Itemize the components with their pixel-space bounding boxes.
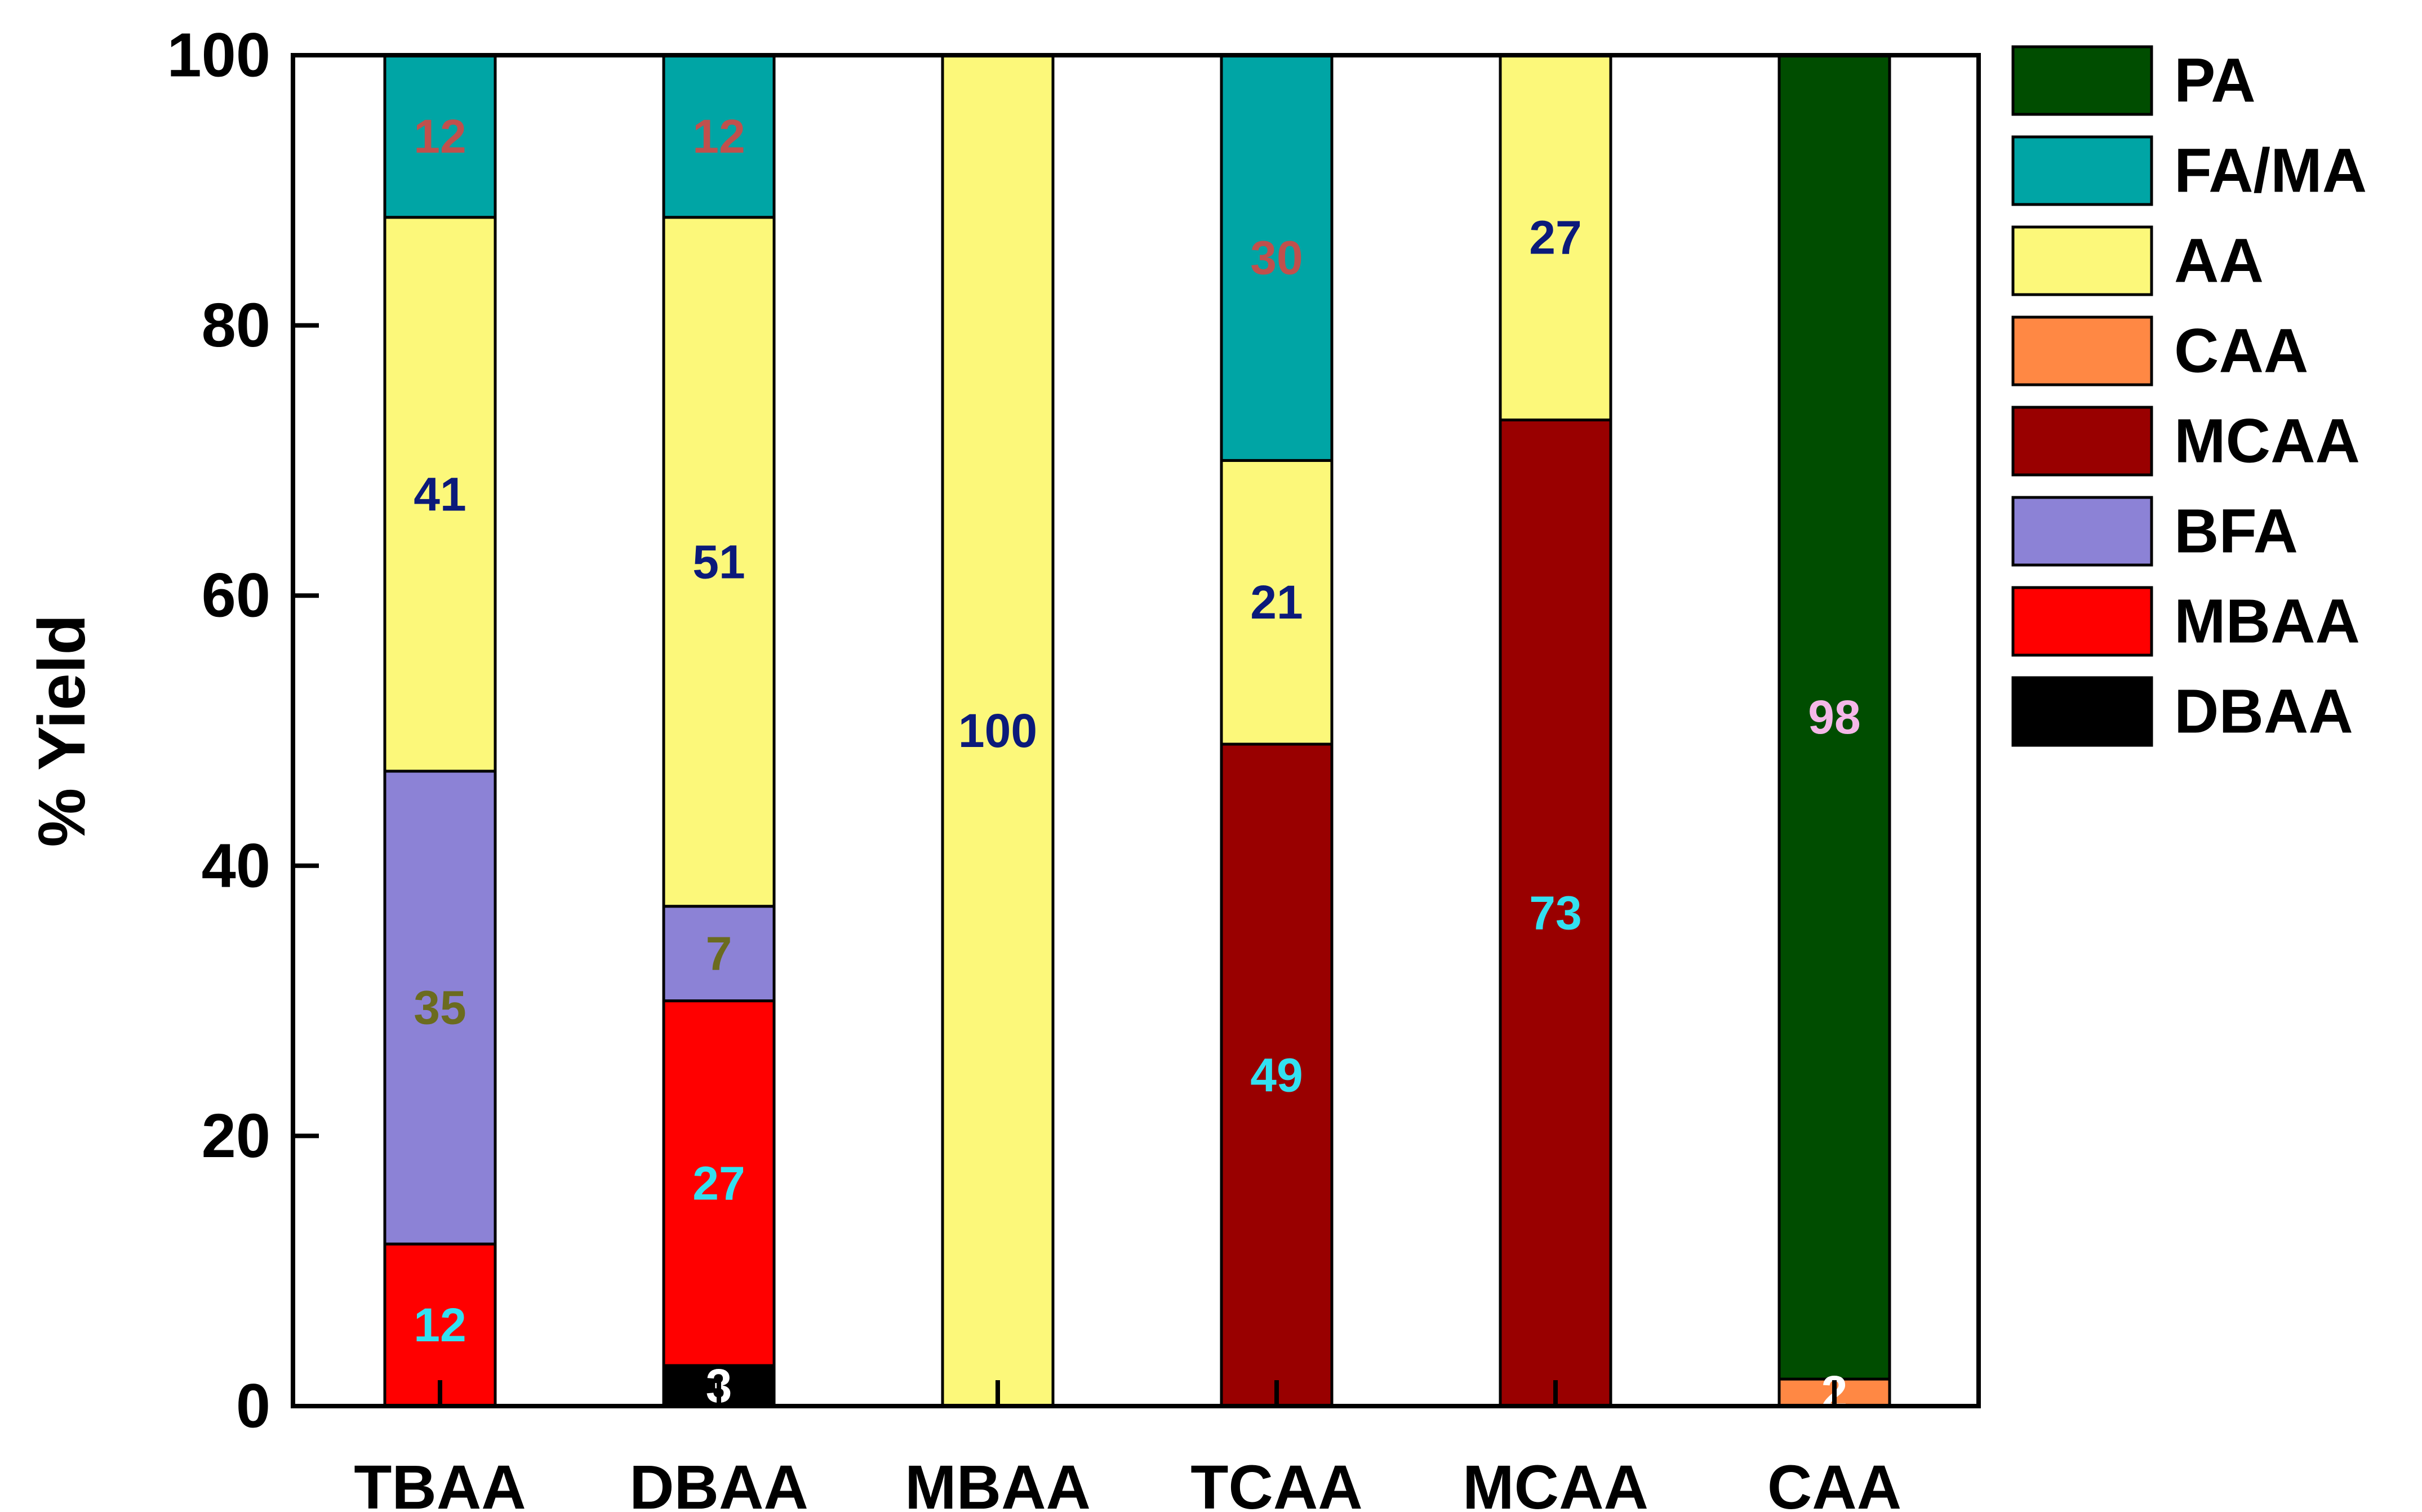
legend: PA FA/MA AA CAA MCAA BFA MBAA DBAA — [2011, 45, 2367, 747]
y-tick-label-40: 40 — [202, 831, 270, 900]
x-tick-label-mbaa: MBAA — [905, 1453, 1091, 1512]
x-tick-label-caa: CAA — [1767, 1453, 1901, 1512]
x-tick-label-dbaa: DBAA — [629, 1453, 808, 1512]
data-labels-layer: 12413512125172731003021492773982 — [414, 110, 1860, 1419]
legend-swatch-bfa — [2011, 496, 2153, 567]
bar-dbaa-fa-ma — [662, 54, 776, 219]
legend-swatch-dbaa — [2011, 676, 2153, 747]
legend-label-caa: CAA — [2174, 317, 2308, 386]
data-label-tbaa-aa: 41 — [414, 468, 466, 521]
y-tick-label-100: 100 — [167, 21, 270, 90]
legend-item-caa: CAA — [2011, 315, 2308, 386]
y-axis: 0 20 40 60 80 100 — [167, 21, 319, 1441]
legend-item-dbaa: DBAA — [2011, 676, 2353, 747]
x-tick-label-tcaa: TCAA — [1190, 1453, 1363, 1512]
y-tick-label-80: 80 — [202, 291, 270, 360]
legend-label-aa: AA — [2174, 226, 2264, 296]
legend-swatch-fa-ma — [2011, 135, 2153, 206]
legend-item-bfa: BFA — [2011, 496, 2298, 567]
legend-item-pa: PA — [2011, 45, 2256, 116]
legend-swatch-caa — [2011, 315, 2153, 386]
data-label-tcaa-fa-ma: 30 — [1250, 232, 1303, 284]
data-label-tbaa-fa-ma: 12 — [414, 110, 466, 163]
legend-swatch-mcaa — [2011, 406, 2153, 477]
data-label-mcaa-aa: 27 — [1529, 211, 1581, 264]
legend-swatch-aa — [2011, 225, 2153, 296]
bar-tcaa-fa-ma — [1220, 54, 1334, 462]
data-label-tbaa-mbaa: 12 — [414, 1298, 466, 1351]
legend-item-fa-ma: FA/MA — [2011, 135, 2367, 206]
legend-label-bfa: BFA — [2174, 497, 2298, 566]
bar-mcaa-aa — [1499, 54, 1612, 421]
data-label-dbaa-aa: 51 — [692, 535, 745, 588]
data-label-tcaa-mcaa: 49 — [1250, 1048, 1303, 1101]
bar-tcaa-mcaa — [1220, 742, 1334, 1408]
x-tick-label-mcaa: MCAA — [1463, 1453, 1648, 1512]
data-label-dbaa-mbaa: 27 — [692, 1157, 745, 1209]
bar-dbaa-bfa — [662, 905, 776, 1003]
legend-label-dbaa: DBAA — [2174, 677, 2353, 746]
bar-tcaa-aa — [1220, 459, 1334, 746]
legend-label-pa: PA — [2174, 46, 2256, 115]
x-axis: TBAA DBAA MBAA TCAA MCAA CAA — [354, 1380, 1901, 1512]
bar-tbaa-fa-ma — [383, 54, 497, 219]
legend-item-mcaa: MCAA — [2011, 406, 2360, 477]
data-label-caa-pa: 98 — [1808, 691, 1860, 744]
bar-caa-pa — [1777, 54, 1891, 1381]
bar-tbaa-bfa — [383, 770, 497, 1246]
legend-item-mbaa: MBAA — [2011, 586, 2360, 657]
data-label-tcaa-aa: 21 — [1250, 576, 1303, 629]
bar-dbaa-aa — [662, 216, 776, 908]
bar-mbaa-aa — [941, 54, 1055, 1408]
legend-label-mbaa: MBAA — [2174, 587, 2360, 656]
data-label-dbaa-fa-ma: 12 — [692, 110, 745, 163]
plot-frame — [291, 53, 1981, 1408]
y-tick-label-0: 0 — [236, 1372, 270, 1441]
bar-dbaa-mbaa — [662, 999, 776, 1367]
legend-swatch-pa — [2011, 45, 2153, 116]
x-tick-label-tbaa: TBAA — [354, 1453, 526, 1512]
legend-label-fa-ma: FA/MA — [2174, 136, 2367, 206]
bar-tbaa-mbaa — [383, 1242, 497, 1408]
bars-layer — [383, 54, 1891, 1408]
data-label-tbaa-bfa: 35 — [414, 981, 466, 1034]
y-tick-label-60: 60 — [202, 561, 270, 630]
legend-item-aa: AA — [2011, 225, 2264, 296]
data-label-mbaa-aa: 100 — [958, 704, 1037, 757]
y-tick-label-20: 20 — [202, 1101, 270, 1171]
legend-swatch-mbaa — [2011, 586, 2153, 657]
data-label-mcaa-mcaa: 73 — [1529, 887, 1581, 940]
data-label-dbaa-bfa: 7 — [706, 927, 732, 980]
y-axis-title: % Yield — [25, 614, 99, 847]
legend-label-mcaa: MCAA — [2174, 407, 2360, 476]
